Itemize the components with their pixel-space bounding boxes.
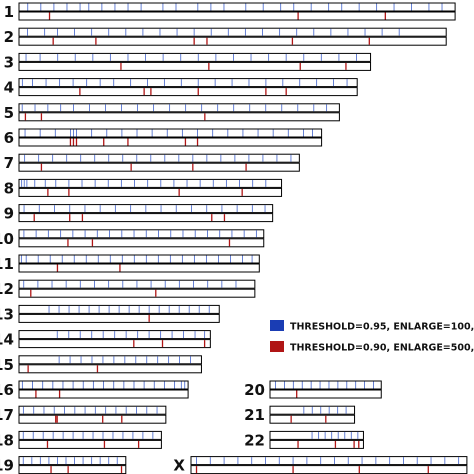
chromosome-22: 22 bbox=[244, 430, 364, 449]
track-threshold-090 bbox=[18, 389, 189, 399]
track-threshold-095 bbox=[18, 78, 358, 88]
track-threshold-095 bbox=[190, 456, 468, 466]
chromosome-label: 5 bbox=[4, 104, 14, 122]
track-threshold-090 bbox=[18, 36, 447, 46]
track-threshold-090 bbox=[18, 263, 260, 273]
chromosome-15: 15 bbox=[0, 355, 202, 374]
chromosome-label: 17 bbox=[0, 406, 14, 424]
track-threshold-090 bbox=[269, 414, 356, 424]
track-threshold-095 bbox=[18, 456, 127, 466]
track-threshold-090 bbox=[18, 137, 323, 147]
chromosome-7: 7 bbox=[4, 153, 300, 172]
chromosome-label: 20 bbox=[244, 381, 265, 399]
chromosome-21: 21 bbox=[244, 405, 356, 424]
chromosome-19: 19 bbox=[0, 456, 127, 474]
track-threshold-090 bbox=[18, 11, 456, 21]
track-threshold-090 bbox=[18, 213, 274, 223]
track-threshold-090 bbox=[18, 414, 167, 424]
chromosome-label: 9 bbox=[4, 205, 14, 223]
track-threshold-095 bbox=[18, 103, 340, 113]
track-threshold-090 bbox=[18, 162, 300, 172]
track-threshold-090 bbox=[269, 389, 382, 399]
chromosome-18: 18 bbox=[0, 430, 162, 449]
legend-label-red: THRESHOLD=0.90, ENLARGE=500,000 bbox=[290, 343, 474, 354]
chromosome-label: 21 bbox=[244, 406, 265, 424]
track-threshold-095 bbox=[18, 229, 265, 239]
track-threshold-090 bbox=[18, 339, 211, 349]
track-threshold-095 bbox=[269, 380, 382, 390]
track-threshold-090 bbox=[18, 61, 372, 71]
chromosome-20: 20 bbox=[244, 380, 382, 399]
track-threshold-095 bbox=[18, 355, 202, 365]
track-threshold-095 bbox=[18, 430, 162, 440]
track-threshold-090 bbox=[18, 313, 220, 323]
track-threshold-090 bbox=[18, 364, 202, 374]
chromosome-label: 13 bbox=[0, 305, 14, 323]
chromosome-label: 7 bbox=[4, 154, 14, 172]
track-threshold-090 bbox=[269, 439, 364, 449]
chromosome-label: 11 bbox=[0, 255, 14, 273]
chromosome-label: 1 bbox=[4, 3, 14, 21]
chromosome-label: 16 bbox=[0, 381, 14, 399]
chromosome-14: 14 bbox=[0, 330, 211, 349]
chromosome-17: 17 bbox=[0, 405, 167, 424]
legend-swatch-blue bbox=[270, 320, 284, 331]
chromosome-label: 4 bbox=[4, 79, 14, 97]
track-threshold-095 bbox=[18, 128, 323, 138]
track-threshold-090 bbox=[18, 439, 162, 449]
chromosome-label: 2 bbox=[4, 28, 14, 46]
chromosome-1: 1 bbox=[4, 2, 456, 21]
chromosome-5: 5 bbox=[4, 103, 340, 122]
chromosome-8: 8 bbox=[4, 178, 283, 197]
track-threshold-090 bbox=[18, 465, 127, 474]
track-threshold-090 bbox=[18, 112, 340, 122]
track-threshold-090 bbox=[190, 465, 468, 474]
legend-swatch-red bbox=[270, 341, 284, 352]
track-threshold-095 bbox=[18, 178, 283, 188]
track-threshold-090 bbox=[18, 288, 256, 298]
chromosome-9: 9 bbox=[4, 204, 274, 223]
track-threshold-095 bbox=[18, 254, 260, 264]
legend-label-blue: THRESHOLD=0.95, ENLARGE=100,000 bbox=[290, 322, 474, 333]
chromosome-10: 10 bbox=[0, 229, 265, 248]
legend: THRESHOLD=0.95, ENLARGE=100,000 THRESHOL… bbox=[270, 320, 474, 354]
track-threshold-095 bbox=[18, 27, 447, 37]
track-threshold-090 bbox=[18, 238, 265, 248]
chromosome-label: 22 bbox=[244, 431, 265, 449]
chromosome-label: 19 bbox=[0, 457, 14, 474]
track-threshold-090 bbox=[18, 187, 283, 197]
track-threshold-095 bbox=[18, 2, 456, 12]
chromosome-4: 4 bbox=[4, 78, 358, 97]
track-threshold-095 bbox=[18, 153, 300, 163]
chromosome-12: 12 bbox=[0, 279, 256, 298]
track-threshold-095 bbox=[18, 405, 167, 415]
chromosome-label: 10 bbox=[0, 230, 14, 248]
chromosome-label: 12 bbox=[0, 280, 14, 298]
chromosome-x: X bbox=[173, 456, 468, 474]
chromosome-label: 18 bbox=[0, 431, 14, 449]
track-threshold-095 bbox=[18, 52, 372, 62]
chromosome-11: 11 bbox=[0, 254, 260, 273]
track-threshold-095 bbox=[269, 430, 364, 440]
chromosome-label: 15 bbox=[0, 356, 14, 374]
chromosome-label: 3 bbox=[4, 53, 14, 71]
chromosome-3: 3 bbox=[4, 52, 372, 71]
chromosome-13: 13 bbox=[0, 304, 220, 323]
chromosome-6: 6 bbox=[4, 128, 323, 147]
chromosome-16: 16 bbox=[0, 380, 189, 399]
track-threshold-090 bbox=[18, 87, 358, 97]
chromosome-label: X bbox=[173, 457, 185, 474]
chromosome-2: 2 bbox=[4, 27, 447, 46]
chromosome-label: 8 bbox=[4, 179, 14, 197]
chromosome-label: 6 bbox=[4, 129, 14, 147]
chromosome-label: 14 bbox=[0, 331, 14, 349]
